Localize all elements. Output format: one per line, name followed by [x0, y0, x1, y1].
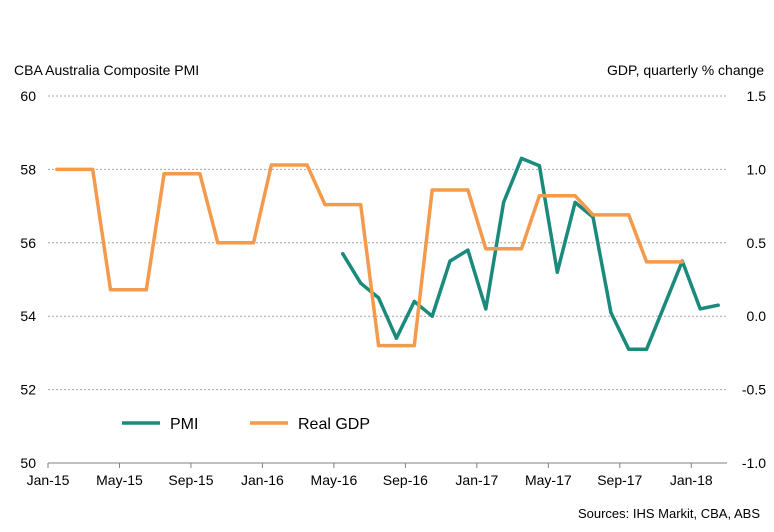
- x-tick-label: Sep-17: [597, 472, 642, 488]
- pmi-data-point: [627, 347, 631, 351]
- pmi-data-point: [555, 270, 559, 274]
- real-gdp-data-point: [412, 344, 416, 348]
- left-axis-title: CBA Australia Composite PMI: [14, 62, 200, 78]
- right-y-tick-label: -1.0: [742, 455, 766, 471]
- x-tick-label: Jan-17: [455, 472, 498, 488]
- right-axis-title: GDP, quarterly % change: [607, 62, 764, 78]
- real-gdp-data-point: [269, 163, 273, 167]
- legend-gdp-label: Real GDP: [298, 416, 370, 433]
- real-gdp-data-point: [377, 344, 381, 348]
- axes: 50 -1.0 52 -0.5 54 0.0 56 0.5 58 1.0 60 1.5 Jan-15 Ma…: [20, 88, 766, 488]
- legend-pmi-label: PMI: [170, 416, 198, 433]
- x-tick-label: Sep-15: [168, 472, 213, 488]
- real-gdp-data-point: [573, 194, 577, 198]
- right-y-tick-label: 1.0: [747, 161, 767, 177]
- real-gdp-data-point: [537, 194, 542, 198]
- x-tick-label: May-17: [525, 472, 572, 488]
- right-y-tick-label: 0.0: [747, 308, 767, 324]
- pmi-data-point: [537, 164, 542, 168]
- real-gdp-data-point: [216, 241, 220, 245]
- pmi-data-point: [448, 259, 452, 263]
- pmi-data-point: [645, 347, 649, 351]
- pmi-data-point: [519, 156, 524, 160]
- left-y-tick-label: 60: [20, 88, 36, 104]
- real-gdp-data-point: [55, 167, 59, 171]
- real-gdp-data-point: [144, 288, 148, 292]
- right-y-tick-label: -0.5: [742, 382, 766, 398]
- real-gdp-data-point: [519, 247, 524, 251]
- real-gdp-data-point: [627, 213, 631, 217]
- real-gdp-data-point: [359, 203, 363, 207]
- x-tick-label: Jan-18: [670, 472, 713, 488]
- pmi-data-point: [502, 200, 506, 204]
- right-y-tick-label: 0.5: [747, 235, 767, 251]
- real-gdp-data-point: [251, 241, 256, 245]
- x-tick-label: May-16: [311, 472, 358, 488]
- pmi-data-point: [394, 336, 398, 340]
- real-gdp-data-point: [430, 188, 434, 192]
- pmi-data-point: [662, 303, 667, 307]
- real-gdp-data-point: [680, 260, 684, 264]
- pmi-data-point: [377, 296, 381, 300]
- pmi-data-point: [430, 314, 434, 318]
- left-y-tick-label: 58: [20, 161, 36, 177]
- real-gdp-data-point: [466, 188, 470, 192]
- pmi-data-point: [609, 310, 613, 315]
- pmi-data-point: [698, 307, 702, 311]
- pmi-data-point: [466, 248, 470, 252]
- pmi-data-point: [484, 307, 488, 311]
- source-note: Sources: IHS Markit, CBA, ABS: [577, 506, 760, 521]
- real-gdp-data-point: [305, 163, 309, 167]
- right-y-tick-label: 1.5: [747, 88, 767, 104]
- real-gdp-series-line: [55, 163, 685, 348]
- real-gdp-data-point: [108, 288, 113, 292]
- real-gdp-data-point: [323, 203, 327, 207]
- left-y-tick-label: 50: [20, 455, 36, 471]
- real-gdp-data-point: [591, 213, 595, 217]
- left-y-tick-label: 54: [20, 308, 36, 324]
- pmi-data-point: [573, 200, 577, 204]
- real-gdp-data-point: [162, 172, 166, 176]
- x-tick-label: May-15: [96, 472, 143, 488]
- x-tick-label: Jan-16: [241, 472, 284, 488]
- pmi-data-point: [412, 299, 416, 304]
- left-y-tick-label: 56: [20, 235, 36, 251]
- pmi-data-point: [341, 252, 345, 256]
- series-lines: [55, 156, 720, 351]
- pmi-data-point: [716, 303, 720, 307]
- x-tick-label: Sep-16: [383, 472, 428, 488]
- real-gdp-data-point: [91, 167, 95, 171]
- pmi-series-line: [341, 156, 720, 351]
- real-gdp-data-point: [645, 260, 649, 264]
- real-gdp-data-point: [484, 247, 488, 251]
- real-gdp-data-point: [198, 172, 202, 176]
- x-tick-label: Jan-15: [27, 472, 70, 488]
- pmi-data-point: [359, 281, 363, 285]
- legend: PMI Real GDP: [122, 416, 370, 433]
- left-y-tick-label: 52: [20, 382, 36, 398]
